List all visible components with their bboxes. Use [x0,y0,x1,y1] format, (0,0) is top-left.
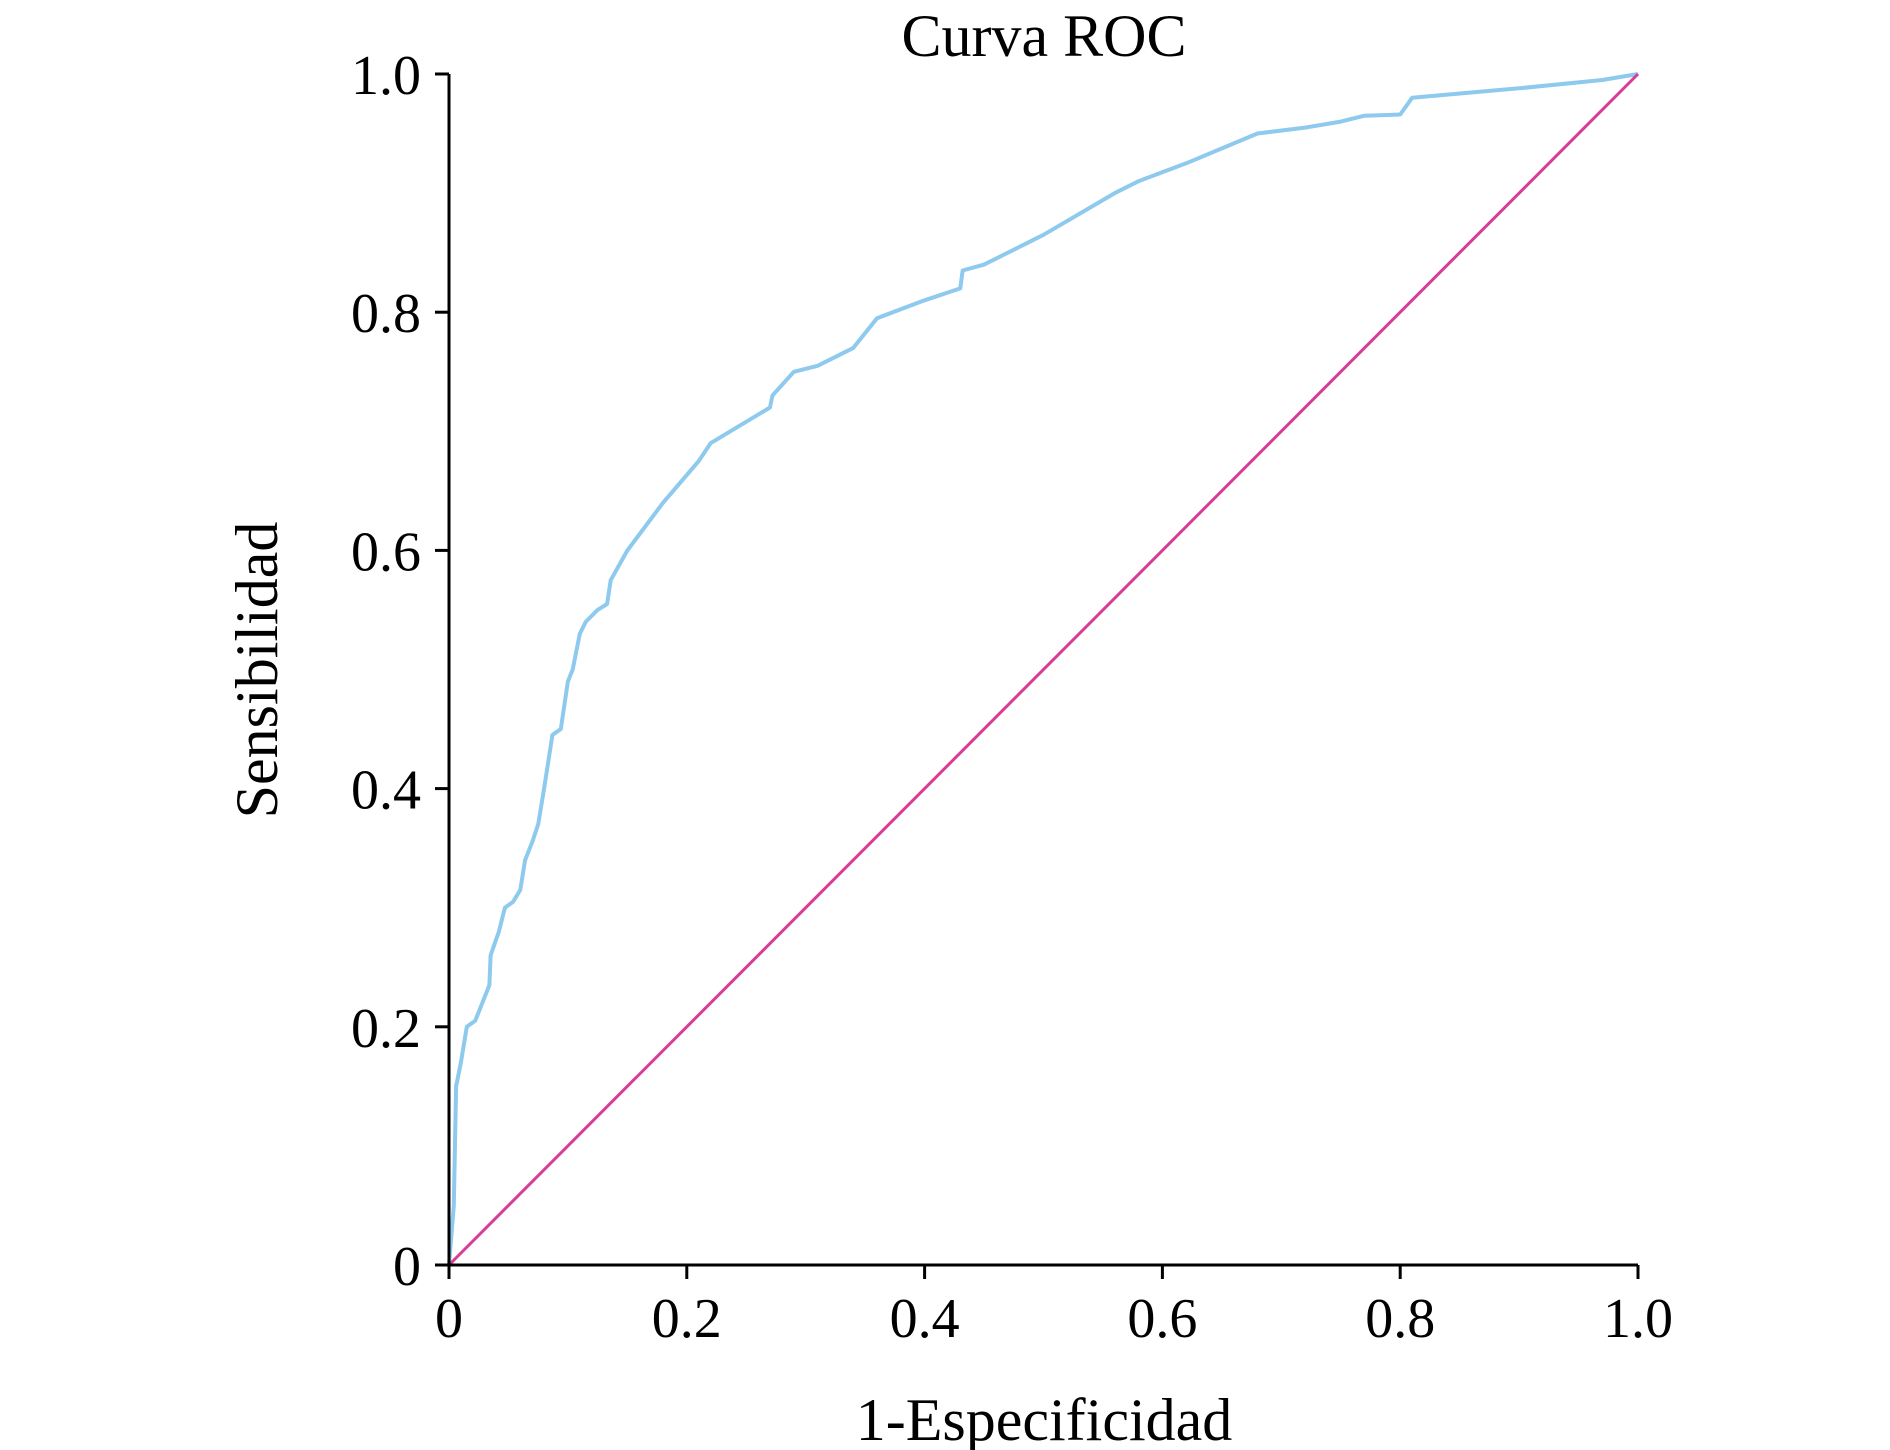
y-tick-label: 0.6 [351,521,421,583]
x-tick-label: 0.2 [652,1288,722,1350]
plot-area [447,72,1640,1267]
roc-curve-line [447,72,1639,1266]
x-tick-label: 0.6 [1127,1288,1197,1350]
x-tick-label: 0.8 [1365,1288,1435,1350]
y-tick-label: 0.2 [351,998,421,1060]
reference-diagonal-line [447,72,1640,1267]
x-tick-label: 0 [435,1288,463,1350]
x-axis-ticks: 0 0.2 0.4 0.6 0.8 1.0 [435,1265,1673,1350]
y-tick-label: 1.0 [351,45,421,107]
x-axis-label: 1-Especificidad [856,1387,1233,1450]
y-axis-label: Sensibilidad [224,522,290,819]
chart-title: Curva ROC [902,3,1187,69]
y-axis-ticks: 0 0.2 0.4 0.6 0.8 1.0 [351,45,449,1298]
x-tick-label: 0.4 [890,1288,960,1350]
x-tick-label: 1.0 [1603,1288,1673,1350]
y-tick-label: 0.8 [351,283,421,345]
y-tick-label: 0 [393,1236,421,1298]
y-tick-label: 0.4 [351,760,421,822]
